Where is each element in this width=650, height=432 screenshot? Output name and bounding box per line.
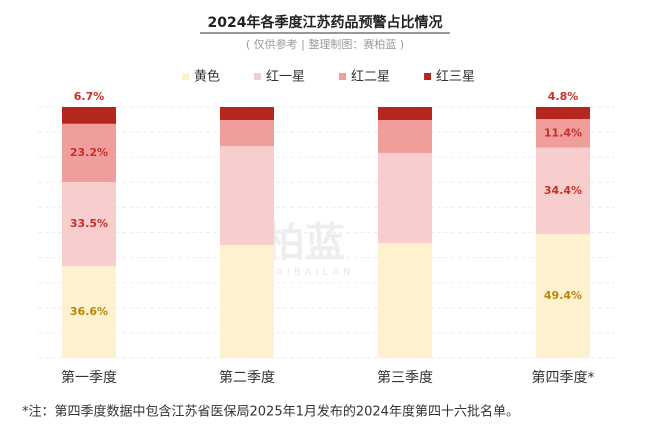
bar-segment xyxy=(536,234,590,358)
bar-segment xyxy=(378,152,432,244)
value-label: 11.4% xyxy=(544,126,582,139)
bar-segment xyxy=(220,146,274,246)
bar-segment xyxy=(378,120,432,153)
legend-swatch xyxy=(339,73,347,80)
chart-subtitle: ( 仅供参考 | 整理制图：赛柏蓝 ) xyxy=(246,37,404,51)
watermark-sub: SAIBAILAN xyxy=(265,267,354,278)
chart-title: 2024年各季度江苏药品预警占比情况 xyxy=(208,14,443,31)
value-label: 4.8% xyxy=(548,90,579,103)
bar-segment xyxy=(536,119,590,148)
value-label: 34.4% xyxy=(544,184,582,197)
legend-label: 红二星 xyxy=(351,69,390,85)
bar-segment xyxy=(62,182,116,267)
x-tick-label: 第一季度 xyxy=(61,369,117,386)
bar-segment xyxy=(220,107,274,121)
legend-label: 黄色 xyxy=(194,69,220,85)
x-tick-label: 第四季度* xyxy=(532,369,595,386)
legend-label: 红一星 xyxy=(266,69,305,85)
bar-segment xyxy=(220,245,274,358)
legend-swatch xyxy=(254,73,262,80)
value-label: 36.6% xyxy=(70,305,108,318)
bar-segment xyxy=(378,107,432,121)
value-label: 49.4% xyxy=(544,289,582,302)
value-label: 33.5% xyxy=(70,217,108,230)
bar-segment xyxy=(62,107,116,124)
bar-segment xyxy=(62,123,116,183)
bar-segment xyxy=(62,266,116,358)
bar-segment xyxy=(536,107,590,120)
value-label: 23.2% xyxy=(70,146,108,159)
legend-label: 红三星 xyxy=(436,69,475,85)
x-tick-label: 第二季度 xyxy=(219,369,275,386)
legend-swatch xyxy=(424,73,432,80)
bar-segment xyxy=(378,243,432,358)
bar-segment xyxy=(220,120,274,147)
legend-swatch xyxy=(182,73,189,80)
bar-segment xyxy=(536,147,590,235)
x-tick-label: 第三季度 xyxy=(377,369,433,386)
footnote: *注：第四季度数据中包含江苏省医保局2025年1月发布的2024年度第四十六批名… xyxy=(22,404,519,420)
value-label: 6.7% xyxy=(74,90,105,103)
